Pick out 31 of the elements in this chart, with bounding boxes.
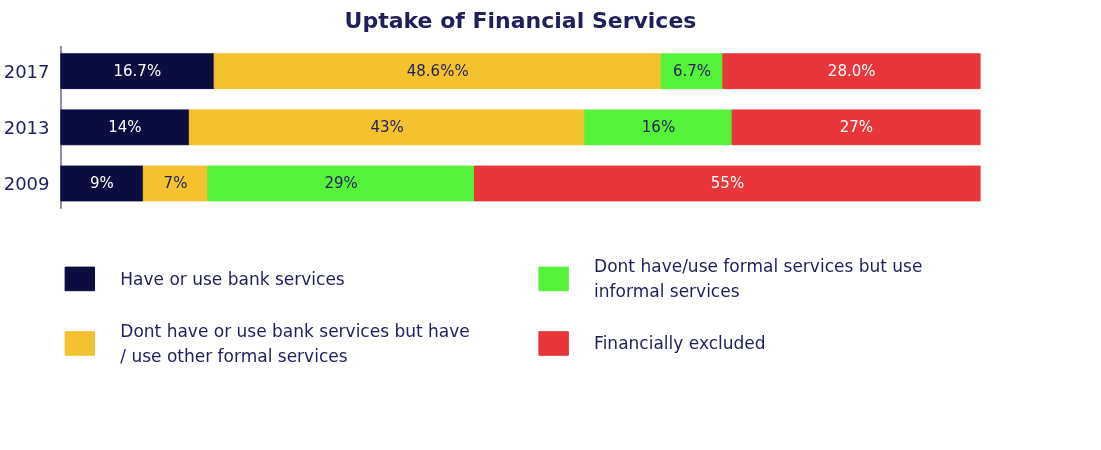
data-label: 27%: [839, 118, 873, 137]
bar: [213, 53, 662, 90]
data-label: 7%: [163, 174, 188, 193]
data-label: 14%: [108, 118, 142, 137]
legend-label: Have or use bank services: [120, 268, 345, 289]
data-label: 55%: [710, 174, 745, 193]
bar: [60, 165, 144, 202]
data-label: 48.6%%: [406, 62, 469, 81]
bar: [584, 109, 733, 146]
bar: [731, 109, 981, 146]
bar: [207, 165, 475, 202]
data-label: 9%: [90, 174, 114, 193]
bar: [188, 109, 586, 146]
y-tick-label: 2009: [3, 172, 50, 194]
bar: [142, 165, 209, 202]
data-label: 6.7%: [673, 62, 712, 81]
chart-title: Uptake of Financial Services: [344, 7, 697, 33]
y-tick-label: 2017: [3, 60, 50, 82]
legend-label: Dont have or use bank services but have / use other formal services: [120, 320, 470, 366]
data-label: 28.0%: [827, 62, 876, 81]
legend-label: Dont have/use formal services but use informal services: [594, 256, 923, 302]
data-label: 29%: [324, 174, 358, 193]
data-label: 16%: [641, 118, 676, 137]
y-tick-label: 2013: [3, 116, 50, 138]
bar: [60, 109, 190, 146]
bar: [474, 165, 981, 202]
bar: [60, 53, 215, 90]
legend-label: Financially excluded: [594, 333, 766, 354]
bar: [722, 53, 981, 90]
data-label: 16.7%: [113, 62, 162, 81]
data-label: 43%: [370, 118, 404, 137]
